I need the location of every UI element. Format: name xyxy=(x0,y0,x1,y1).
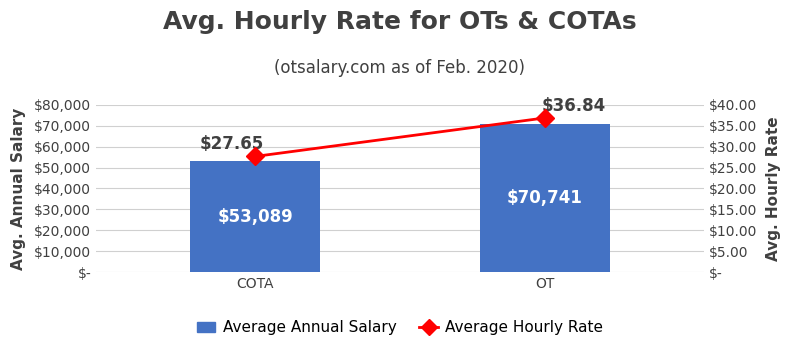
Y-axis label: Avg. Hourly Rate: Avg. Hourly Rate xyxy=(766,116,781,261)
Text: $70,741: $70,741 xyxy=(507,189,582,207)
Text: $53,089: $53,089 xyxy=(218,208,293,226)
Bar xyxy=(190,161,320,272)
Text: (otsalary.com as of Feb. 2020): (otsalary.com as of Feb. 2020) xyxy=(274,59,526,77)
Y-axis label: Avg. Annual Salary: Avg. Annual Salary xyxy=(10,107,26,270)
Bar xyxy=(480,124,610,272)
Text: Avg. Hourly Rate for OTs & COTAs: Avg. Hourly Rate for OTs & COTAs xyxy=(163,10,637,35)
Text: $27.65: $27.65 xyxy=(200,135,264,153)
Legend: Average Annual Salary, Average Hourly Rate: Average Annual Salary, Average Hourly Ra… xyxy=(190,314,610,341)
Text: $36.84: $36.84 xyxy=(542,97,606,114)
